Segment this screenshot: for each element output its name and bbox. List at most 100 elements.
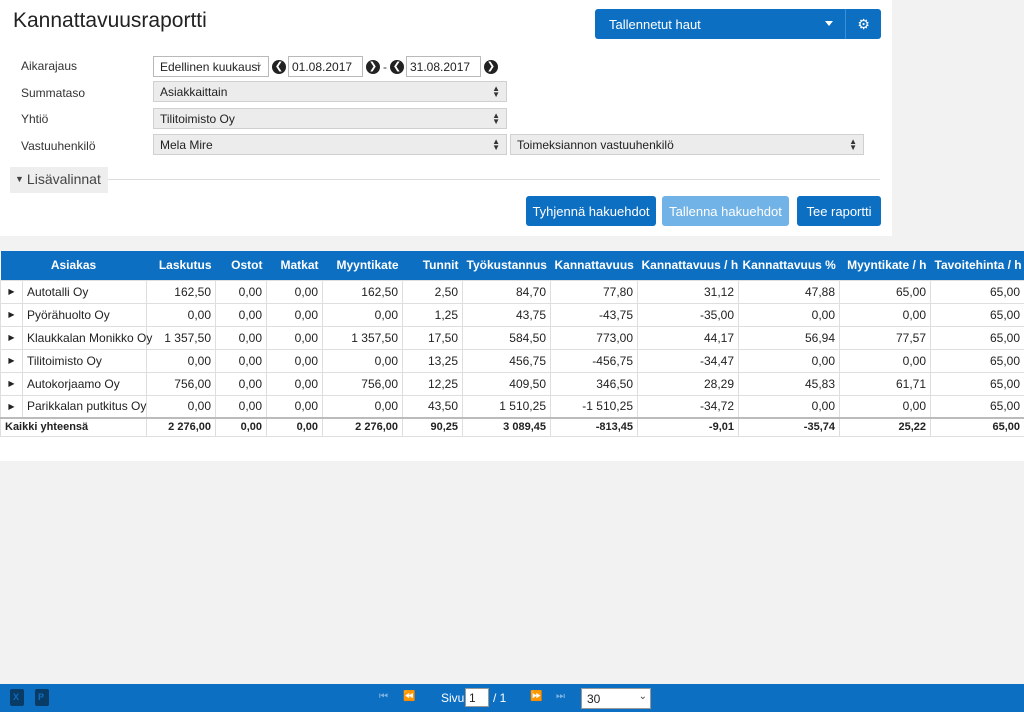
col-header[interactable]: Laskutus: [147, 251, 216, 280]
value-cell: 0,00: [216, 395, 267, 418]
company-select[interactable]: Tilitoimisto Oy ▲▼: [153, 108, 507, 129]
more-options-toggle[interactable]: ▼Lisävalinnat: [10, 167, 108, 193]
total-cell: 0,00: [267, 418, 323, 436]
value-cell: 0,00: [267, 303, 323, 326]
value-cell: 65,00: [931, 372, 1024, 395]
value-cell: -35,00: [638, 303, 739, 326]
col-header[interactable]: Tunnit: [403, 251, 463, 280]
value-cell: 43,75: [463, 303, 551, 326]
excel-export-icon[interactable]: X: [10, 689, 24, 706]
date-separator: -: [383, 60, 387, 74]
value-cell: 65,00: [931, 303, 1024, 326]
sum-level-label: Summataso: [21, 86, 85, 100]
value-cell: 0,00: [216, 280, 267, 303]
sort-arrows-icon: ▲▼: [492, 139, 500, 151]
caret-down-icon: ▼: [15, 174, 24, 184]
prev-end-icon[interactable]: ❮: [390, 60, 404, 74]
expand-row-icon[interactable]: ▶: [1, 303, 23, 326]
expand-row-icon[interactable]: ▶: [1, 280, 23, 303]
col-header[interactable]: Myyntikate: [323, 251, 403, 280]
value-cell: 28,29: [638, 372, 739, 395]
responsible-select[interactable]: Mela Mire ▲▼: [153, 134, 507, 155]
next-end-icon[interactable]: ❯: [484, 60, 498, 74]
value-cell: 0,00: [267, 280, 323, 303]
prev-start-icon[interactable]: ❮: [272, 60, 286, 74]
period-value: Edellinen kuukausi: [160, 60, 260, 74]
sort-arrows-icon: ▲▼: [849, 139, 857, 151]
save-filters-button[interactable]: Tallenna hakuehdot: [662, 196, 789, 226]
col-header[interactable]: Työkustannus: [463, 251, 551, 280]
value-cell: 12,25: [403, 372, 463, 395]
value-cell: 0,00: [147, 395, 216, 418]
value-cell: 0,00: [323, 349, 403, 372]
customer-cell: Pyörähuolto Oy: [23, 303, 147, 326]
value-cell: 1,25: [403, 303, 463, 326]
col-header[interactable]: Kannattavuus %: [739, 251, 840, 280]
run-report-button[interactable]: Tee raportti: [797, 196, 881, 226]
first-page-icon[interactable]: ⏮: [379, 691, 388, 702]
value-cell: 0,00: [323, 303, 403, 326]
value-cell: 756,00: [147, 372, 216, 395]
company-label: Yhtiö: [21, 112, 48, 126]
value-cell: 13,25: [403, 349, 463, 372]
customer-cell: Autotalli Oy: [23, 280, 147, 303]
last-page-icon[interactable]: ⏭: [556, 691, 565, 702]
responsible-role-select[interactable]: Toimeksiannon vastuuhenkilö ▲▼: [510, 134, 864, 155]
value-cell: 456,75: [463, 349, 551, 372]
col-header[interactable]: Asiakas: [1, 251, 147, 280]
value-cell: 1 510,25: [463, 395, 551, 418]
clear-filters-button[interactable]: Tyhjennä hakuehdot: [526, 196, 656, 226]
value-cell: 65,00: [931, 280, 1024, 303]
value-cell: 84,70: [463, 280, 551, 303]
col-header[interactable]: Tavoitehinta / h: [931, 251, 1024, 280]
total-cell: 65,00: [931, 418, 1024, 436]
page-title: Kannattavuusraportti: [13, 9, 207, 33]
page-label: Sivu: [441, 691, 464, 705]
sum-level-value: Asiakkaittain: [160, 85, 227, 99]
expand-row-icon[interactable]: ▶: [1, 326, 23, 349]
end-date-input[interactable]: 31.08.2017: [406, 56, 481, 77]
saved-searches-label: Tallennetut haut: [609, 17, 701, 32]
expand-row-icon[interactable]: ▶: [1, 395, 23, 418]
value-cell: 1 357,50: [147, 326, 216, 349]
col-header[interactable]: Kannattavuus: [551, 251, 638, 280]
next-page-icon[interactable]: ⏩: [530, 691, 542, 702]
total-cell: 2 276,00: [323, 418, 403, 436]
col-header[interactable]: Ostot: [216, 251, 267, 280]
expand-row-icon[interactable]: ▶: [1, 372, 23, 395]
period-select[interactable]: Edellinen kuukausi ⌄: [153, 56, 269, 77]
col-header[interactable]: Myyntikate / h: [840, 251, 931, 280]
page-input[interactable]: 1: [465, 688, 489, 707]
total-cell: -813,45: [551, 418, 638, 436]
value-cell: 56,94: [739, 326, 840, 349]
value-cell: 47,88: [739, 280, 840, 303]
report-table-container: Asiakas Laskutus Ostot Matkat Myyntikate…: [0, 251, 1024, 461]
total-cell: -9,01: [638, 418, 739, 436]
page-size-select[interactable]: 30 ⌄: [581, 688, 651, 709]
expand-row-icon[interactable]: ▶: [1, 349, 23, 372]
value-cell: 77,57: [840, 326, 931, 349]
gears-icon[interactable]: ⚙: [845, 9, 881, 39]
col-header[interactable]: Kannattavuus / h: [638, 251, 739, 280]
value-cell: 0,00: [267, 326, 323, 349]
sum-level-select[interactable]: Asiakkaittain ▲▼: [153, 81, 507, 102]
value-cell: 773,00: [551, 326, 638, 349]
chevron-down-icon: ⌄: [639, 691, 647, 702]
saved-searches-dropdown[interactable]: Tallennetut haut: [595, 9, 845, 39]
start-date-input[interactable]: 01.08.2017: [288, 56, 363, 77]
prev-page-icon[interactable]: ⏪: [403, 691, 415, 702]
value-cell: 756,00: [323, 372, 403, 395]
pdf-export-icon[interactable]: P: [35, 689, 49, 706]
page-count: / 1: [493, 691, 506, 705]
responsible-role-value: Toimeksiannon vastuuhenkilö: [517, 138, 674, 152]
col-header[interactable]: Matkat: [267, 251, 323, 280]
value-cell: 45,83: [739, 372, 840, 395]
next-start-icon[interactable]: ❯: [366, 60, 380, 74]
